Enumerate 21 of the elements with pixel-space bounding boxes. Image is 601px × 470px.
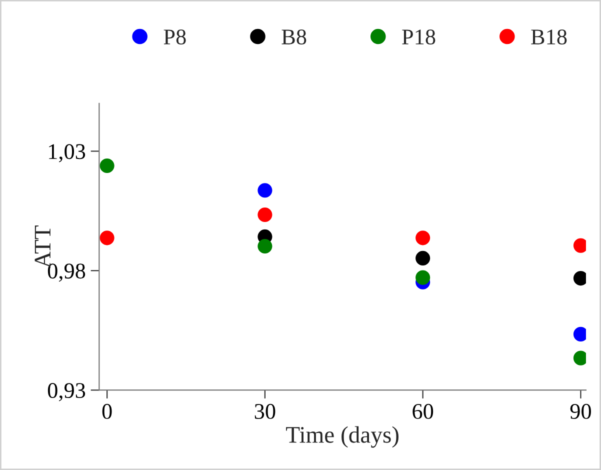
- legend-label: P18: [402, 29, 436, 44]
- point: [258, 207, 272, 222]
- legend-label: P8: [164, 29, 186, 44]
- point: [258, 238, 272, 254]
- point: [416, 250, 430, 266]
- y-axis-title: ATT: [34, 226, 50, 268]
- x-tick-label: 90: [570, 404, 591, 419]
- x-tick-label: 0: [102, 404, 112, 419]
- y-tick-label: 1,03: [49, 144, 86, 162]
- legend-label: B18: [531, 29, 567, 44]
- point: [100, 230, 114, 246]
- y-tick-label: 0,93: [48, 383, 86, 402]
- point: [416, 270, 430, 285]
- legend-label: B8: [282, 29, 306, 44]
- x-tick-label: 60: [412, 404, 434, 419]
- x-tick-label: 30: [254, 404, 276, 419]
- x-axis-title: Time (days): [286, 426, 398, 448]
- y-tick-label: 0,98: [48, 264, 86, 282]
- point: [100, 158, 114, 174]
- point: [416, 230, 430, 246]
- point: [258, 183, 272, 198]
